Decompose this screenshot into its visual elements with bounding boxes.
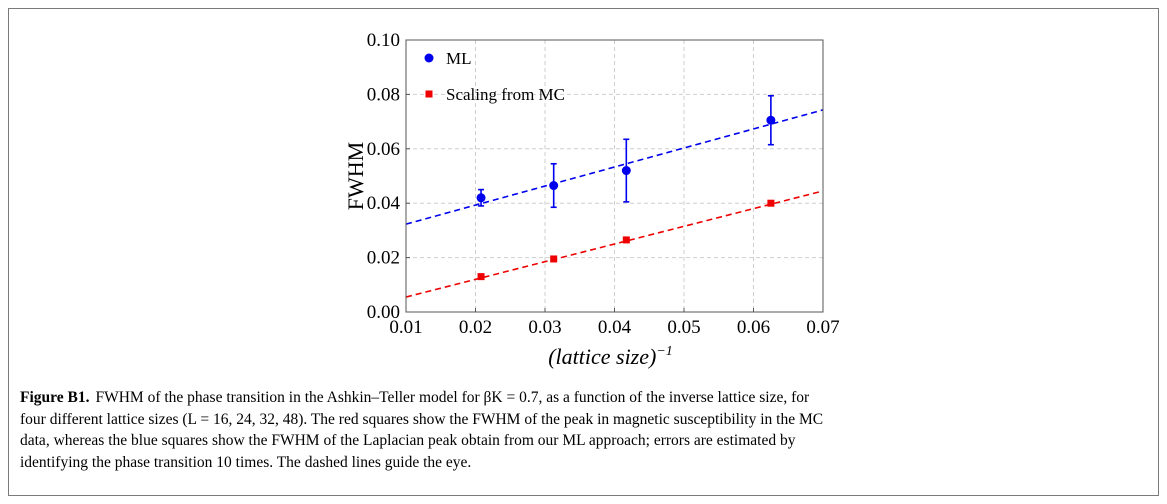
mc-point [767,199,775,207]
fwhm-chart: 0.01 0.02 0.03 0.04 0.05 0.06 0.07 0.00 0.02 0.04… [343,30,840,369]
ml-point [476,193,486,203]
ml-point [766,115,776,125]
figure-frame [8,8,1159,496]
x-tick-label: 0.04 [598,317,632,338]
fit-line [405,190,824,298]
legend-marker-mc [425,90,433,98]
fit-lines [405,109,824,298]
mc-point [622,236,630,244]
caption-line-4: identifying the phase transition 10 time… [20,453,472,471]
mc-point [477,273,485,281]
x-tick-label: 0.05 [667,317,700,338]
x-tick-label: 0.03 [528,317,561,338]
mc-point [550,255,558,263]
grid [406,40,823,312]
y-tick-label: 0.04 [367,193,401,214]
legend-label: ML [446,49,472,68]
y-tick-label: 0.00 [367,302,400,323]
y-tick-label: 0.06 [367,139,400,160]
legend: ML Scaling from MC [424,49,565,104]
ml-point [621,166,631,176]
x-axis-label: (lattice size)−1 [548,344,673,369]
caption-line-3: data, whereas the blue squares show the … [20,432,796,449]
caption-line-1: Figure B1. FWHM of the phase transition i… [20,389,810,406]
x-tick-label: 0.06 [737,317,770,338]
x-axis-label-exponent: −1 [656,344,672,359]
x-tick-label: 0.01 [389,317,422,338]
x-tick-label: 0.02 [459,317,492,338]
x-tick-label: 0.07 [806,317,839,338]
y-axis-label: FWHM [343,142,368,210]
ml-point [549,181,559,191]
legend-label: Scaling from MC [446,85,565,104]
y-tick-label: 0.02 [367,248,400,269]
fit-line [405,109,824,225]
figure-caption: Figure B1. FWHM of the phase transition i… [20,387,1145,473]
x-axis-label-text: (lattice size) [548,344,656,369]
y-tick-label: 0.08 [367,84,400,105]
caption-line-2: four different lattice sizes (L = 16, 24… [20,410,824,428]
data-markers [476,115,776,281]
y-tick-label: 0.10 [367,30,400,51]
legend-marker-ml [424,53,434,63]
error-bars [478,94,774,209]
figure-label: Figure B1. [20,389,90,406]
tick-labels: 0.01 0.02 0.03 0.04 0.05 0.06 0.07 0.00 0.02 0.04… [367,30,840,338]
